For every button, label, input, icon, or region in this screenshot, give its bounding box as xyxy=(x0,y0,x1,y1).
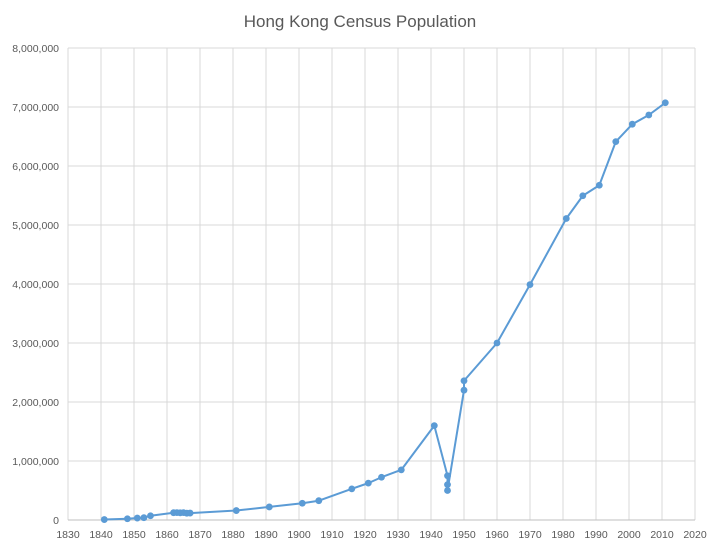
x-tick-label: 1930 xyxy=(386,529,410,541)
y-tick-label: 6,000,000 xyxy=(12,161,59,173)
data-point xyxy=(378,473,385,481)
data-point xyxy=(124,515,131,523)
x-tick-label: 1920 xyxy=(353,529,377,541)
x-tick-label: 1960 xyxy=(485,529,509,541)
x-tick-label: 1860 xyxy=(155,529,179,541)
y-tick-label: 0 xyxy=(53,515,59,527)
data-point xyxy=(444,472,451,480)
x-tick-label: 1830 xyxy=(56,529,80,541)
data-point xyxy=(364,479,372,487)
y-tick-label: 5,000,000 xyxy=(12,220,59,232)
x-axis-ticks: 1830 1840 1850 1860 1870 1880 1890 1900 1910 1920… xyxy=(56,529,707,541)
data-point xyxy=(562,215,570,222)
x-tick-label: 1880 xyxy=(221,529,245,541)
data-point xyxy=(526,281,534,288)
x-tick-label: 1940 xyxy=(419,529,443,541)
x-tick-label: 1890 xyxy=(254,529,278,541)
x-tick-label: 2010 xyxy=(650,529,674,541)
data-point xyxy=(444,487,451,494)
data-point xyxy=(265,503,273,511)
series-line xyxy=(104,101,666,521)
data-point xyxy=(133,514,141,522)
gridlines xyxy=(67,47,696,520)
data-point xyxy=(100,516,108,523)
data-point xyxy=(397,466,405,474)
data-point xyxy=(186,509,194,517)
data-point xyxy=(628,120,636,128)
y-tick-label: 3,000,000 xyxy=(12,338,59,350)
data-point xyxy=(315,497,323,505)
y-tick-label: 8,000,000 xyxy=(12,43,59,55)
x-tick-label: 1950 xyxy=(452,529,476,541)
x-tick-label: 1900 xyxy=(287,529,311,541)
data-point xyxy=(147,512,154,520)
x-tick-label: 1970 xyxy=(518,529,542,541)
data-point xyxy=(460,377,468,385)
x-tick-label: 2020 xyxy=(683,529,707,541)
data-point xyxy=(612,138,620,146)
data-point xyxy=(579,192,587,200)
y-tick-label: 7,000,000 xyxy=(12,102,59,114)
x-tick-label: 1990 xyxy=(584,529,608,541)
data-point xyxy=(460,386,468,394)
data-point xyxy=(430,422,438,429)
data-point xyxy=(645,111,653,119)
data-point xyxy=(298,499,306,507)
y-axis-ticks: 0 1,000,000 2,000,000 3,000,000 4,000,000 5,0… xyxy=(12,43,59,527)
series-group xyxy=(100,99,669,523)
chart-title: Hong Kong Census Population xyxy=(244,12,477,31)
data-point xyxy=(661,99,669,107)
x-tick-label: 2000 xyxy=(617,529,641,541)
x-tick-label: 1850 xyxy=(122,529,146,541)
y-tick-label: 2,000,000 xyxy=(12,397,59,409)
data-point xyxy=(444,481,451,488)
data-point xyxy=(232,507,240,514)
x-tick-label: 1840 xyxy=(89,529,113,541)
x-tick-label: 1910 xyxy=(320,529,344,541)
y-tick-label: 1,000,000 xyxy=(12,456,59,468)
data-point xyxy=(348,485,356,493)
data-point xyxy=(595,181,603,189)
y-tick-label: 4,000,000 xyxy=(12,279,59,291)
x-tick-label: 1870 xyxy=(188,529,212,541)
x-tick-label: 1980 xyxy=(551,529,575,541)
data-point xyxy=(493,339,501,347)
data-point xyxy=(140,514,148,522)
